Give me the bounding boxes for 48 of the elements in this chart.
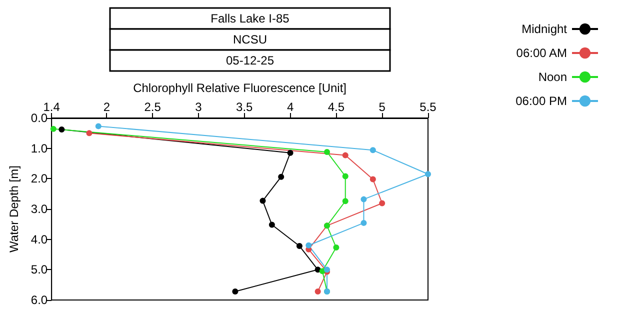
legend-label: Noon: [538, 70, 567, 84]
point: [342, 173, 348, 180]
legend-label: Midnight: [522, 22, 568, 36]
point: [50, 126, 56, 132]
point: [370, 147, 376, 154]
y-tick-label: 6.0: [30, 293, 48, 307]
point: [342, 152, 348, 158]
text: 05-12-25: [226, 54, 274, 68]
x-tick-label: 2.5: [144, 100, 162, 114]
x-tick-label: 5: [378, 100, 386, 114]
point: [306, 242, 312, 248]
point: [314, 288, 321, 295]
point: [278, 174, 284, 180]
point: [58, 126, 65, 133]
point: [260, 198, 266, 204]
point: [370, 176, 376, 182]
y-tick-label: 5.0: [30, 262, 48, 277]
point: [232, 288, 238, 295]
x-tick-label: 4.5: [328, 100, 345, 114]
y-tick-label: 4.0: [30, 232, 48, 246]
point: [333, 244, 340, 251]
chart-subtitle: NCSU: [232, 32, 268, 46]
point: [95, 123, 102, 130]
x-tick-label: 4: [286, 100, 294, 114]
x-tick-label: 5.5: [420, 100, 437, 114]
x-tick-label: 3.5: [236, 100, 254, 114]
legend-label: 06:00 PM: [516, 94, 567, 108]
point: [342, 198, 348, 204]
chart-title: Falls Lake I-85: [210, 12, 290, 26]
legend-label: 06:00 AM: [516, 46, 567, 60]
point: [379, 200, 386, 206]
point: [360, 196, 367, 202]
x-axis-title: Chlorophyll Relative Fluorescence [Unit]: [133, 81, 347, 95]
x-tick-label: 3: [195, 100, 202, 114]
point: [425, 171, 431, 178]
point: [324, 148, 330, 155]
y-tick-label: 2.0: [30, 172, 48, 186]
point: [287, 150, 294, 156]
point: [86, 130, 92, 136]
y-tick-label: 3.0: [30, 202, 48, 216]
point: [360, 220, 367, 226]
x-tick-label: 1.4: [43, 100, 60, 114]
point: [268, 222, 275, 228]
y-tick-label: 1.0: [30, 141, 48, 156]
x-tick-label: 2: [103, 100, 110, 114]
y-axis-title: Water Depth [m]: [7, 166, 21, 252]
point: [296, 243, 302, 250]
y-tick-label: 0.0: [30, 111, 48, 125]
